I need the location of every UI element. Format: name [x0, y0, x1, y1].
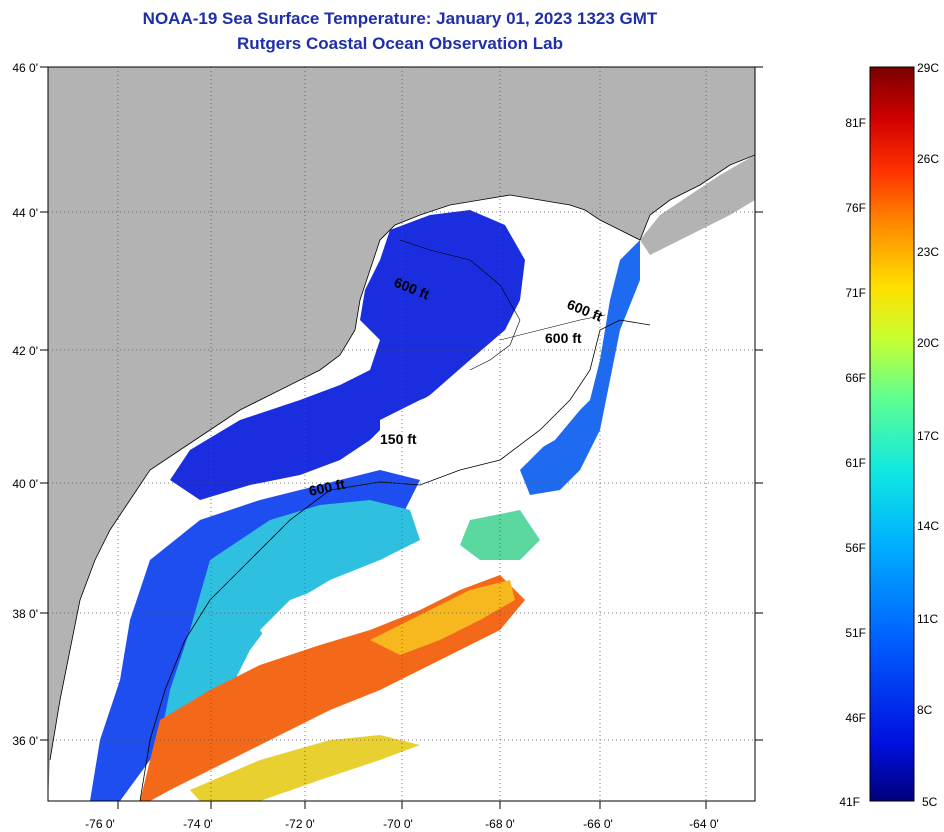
cb-c-23: 23C — [917, 245, 939, 259]
land-mass — [48, 67, 755, 801]
lon-label-70: -70 0' — [383, 817, 413, 831]
cb-c-20: 20C — [917, 336, 939, 350]
lat-label-38: 38 0' — [12, 607, 38, 621]
cb-c-14: 14C — [917, 519, 939, 533]
colorbar-celsius-labels: 29C 26C 23C 20C 17C 14C 11C 8C 5C — [917, 61, 939, 809]
cb-f-66: 66F — [845, 371, 866, 385]
sst-field-slope — [160, 500, 420, 740]
cb-f-76: 76F — [845, 201, 866, 215]
lon-label-66: -66 0' — [583, 817, 613, 831]
cb-c-11: 11C — [917, 612, 938, 626]
longitude-labels: -76 0' -74 0' -72 0' -70 0' -68 0' -66 0… — [85, 817, 719, 831]
cloud-patch-georges — [380, 340, 590, 470]
lon-label-76: -76 0' — [85, 817, 115, 831]
sst-field-north — [170, 210, 525, 500]
cb-f-56: 56F — [845, 541, 866, 555]
cb-c-29: 29C — [917, 61, 939, 75]
sst-field-warm-yellow — [370, 580, 515, 655]
land-nova-scotia — [640, 155, 755, 255]
cb-f-61: 61F — [845, 456, 866, 470]
colorbar-fahrenheit-labels: 81F 76F 71F 66F 61F 56F 51F 46F 41F — [839, 116, 866, 809]
sst-field-east — [520, 240, 640, 495]
cb-f-41: 41F — [839, 795, 860, 809]
cb-c-5: 5C — [922, 795, 938, 809]
map-title: NOAA-19 Sea Surface Temperature: January… — [142, 9, 658, 28]
cb-c-26: 26C — [917, 152, 939, 166]
lat-label-42: 42 0' — [12, 344, 38, 358]
contour-label-5: 600 ft — [307, 476, 346, 499]
map-subtitle: Rutgers Coastal Ocean Observation Lab — [237, 34, 563, 53]
cloud-patch-central — [260, 570, 450, 645]
cb-f-46: 46F — [845, 711, 866, 725]
frame-ticks — [40, 66, 763, 809]
lon-label-68: -68 0' — [485, 817, 515, 831]
lat-label-40: 40 0' — [12, 477, 38, 491]
contour-label-3: 600 ft — [545, 330, 582, 346]
lon-label-74: -74 0' — [183, 817, 213, 831]
cb-f-71: 71F — [845, 286, 866, 300]
lon-label-72: -72 0' — [285, 817, 315, 831]
cb-c-17: 17C — [917, 429, 939, 443]
lat-label-46: 46 0' — [12, 61, 38, 75]
coastline — [49, 154, 755, 761]
isobath-600ft — [139, 319, 651, 801]
latitude-labels: 46 0' 44 0' 42 0' 40 0' 38 0' 36 0' — [12, 61, 38, 748]
colorbar-gradient — [869, 66, 915, 802]
lat-label-44: 44 0' — [12, 206, 38, 220]
cb-c-8: 8C — [917, 703, 933, 717]
contour-label-4: 150 ft — [380, 431, 417, 447]
colorbar: 29C 26C 23C 20C 17C 14C 11C 8C 5C 81F 76… — [839, 61, 939, 809]
map-area: 600 ft 600 ft 600 ft 150 ft 600 ft — [48, 67, 755, 801]
sst-field-shelf — [90, 470, 420, 801]
cb-f-81: 81F — [845, 116, 866, 130]
cloud-patch-south — [420, 560, 755, 801]
lat-label-36: 36 0' — [12, 734, 38, 748]
cb-f-51: 51F — [845, 626, 866, 640]
isobath-gulf-of-maine — [399, 239, 606, 371]
lon-label-64: -64 0' — [689, 817, 719, 831]
